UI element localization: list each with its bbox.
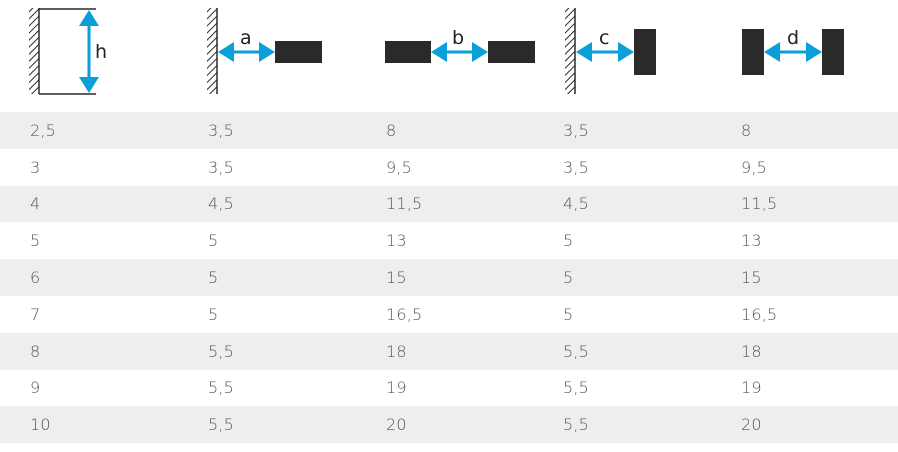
distance-a-letter: a <box>240 27 252 49</box>
cell-a: 5,5 <box>208 378 235 398</box>
right-vertical-block <box>822 29 844 75</box>
cell-c: 5 <box>563 304 574 324</box>
cell-c: 5 <box>563 231 574 251</box>
cell-b: 11,5 <box>386 194 423 214</box>
height-diagram: h <box>26 0 116 110</box>
cell-h: 5 <box>30 231 41 251</box>
distance-d-svg: d <box>742 27 844 75</box>
cell-d: 13 <box>741 231 762 251</box>
cell-c: 5,5 <box>563 341 590 361</box>
cell-b: 15 <box>386 268 407 288</box>
arrow-left <box>576 42 592 62</box>
cell-b: 8 <box>386 120 397 140</box>
cell-d: 8 <box>741 120 752 140</box>
cell-a: 3,5 <box>208 120 235 140</box>
cell-c: 5 <box>563 268 574 288</box>
distance-c-diagram: c <box>562 0 662 110</box>
wall-hatch <box>207 8 217 94</box>
cell-h: 3 <box>30 157 41 177</box>
arrow-left <box>431 42 447 62</box>
table-row: 9 5,5 19 5,5 19 <box>0 370 898 407</box>
vertical-block <box>634 29 656 75</box>
cell-d: 11,5 <box>741 194 778 214</box>
table-row: 4 4,5 11,5 4,5 11,5 <box>0 185 898 223</box>
cell-b: 20 <box>386 415 407 435</box>
left-vertical-block <box>742 29 764 75</box>
height-letter: h <box>95 41 107 63</box>
cell-b: 9,5 <box>386 157 413 177</box>
cell-h: 2,5 <box>30 120 57 140</box>
height-diagram-svg: h <box>29 8 107 95</box>
cell-c: 4,5 <box>563 194 590 214</box>
cell-h: 8 <box>30 341 41 361</box>
arrow-left <box>218 42 234 62</box>
cell-b: 18 <box>386 341 407 361</box>
distance-b-svg: b <box>385 27 535 63</box>
cell-a: 5 <box>208 231 219 251</box>
cell-d: 15 <box>741 268 762 288</box>
table-row: 3 3,5 9,5 3,5 9,5 <box>0 149 898 186</box>
cell-a: 4,5 <box>208 194 235 214</box>
arrow-right <box>806 42 822 62</box>
arrow-right <box>618 42 634 62</box>
arrow-right <box>472 42 488 62</box>
table-row: 7 5 16,5 5 16,5 <box>0 296 898 333</box>
cell-a: 5 <box>208 268 219 288</box>
distance-c-svg: c <box>565 8 656 94</box>
table-row: 10 5,5 20 5,5 20 <box>0 406 898 444</box>
cell-a: 3,5 <box>208 157 235 177</box>
table-row: 2,5 3,5 8 3,5 8 <box>0 112 898 149</box>
right-block <box>488 41 535 63</box>
cell-b: 13 <box>386 231 407 251</box>
cell-c: 3,5 <box>563 120 590 140</box>
cell-h: 4 <box>30 194 41 214</box>
arrow-right <box>259 42 275 62</box>
cell-c: 3,5 <box>563 157 590 177</box>
cell-h: 6 <box>30 268 41 288</box>
wall-hatch <box>29 8 39 94</box>
block <box>275 41 322 63</box>
cell-b: 16,5 <box>386 304 423 324</box>
diagram-header: h a b <box>0 0 898 110</box>
distance-b-diagram: b <box>384 0 536 110</box>
wall-hatch <box>565 8 575 94</box>
distance-a-svg: a <box>207 8 322 94</box>
cell-c: 5,5 <box>563 415 590 435</box>
cell-b: 19 <box>386 378 407 398</box>
cell-a: 5 <box>208 304 219 324</box>
cell-h: 10 <box>30 415 51 435</box>
table-row: 5 5 13 5 13 <box>0 222 898 259</box>
distance-c-letter: c <box>599 27 609 49</box>
cell-a: 5,5 <box>208 415 235 435</box>
arrow-left <box>764 42 780 62</box>
cell-d: 18 <box>741 341 762 361</box>
table-row: 6 5 15 5 15 <box>0 259 898 296</box>
cell-h: 9 <box>30 378 41 398</box>
height-arrow-top <box>79 10 99 26</box>
cell-d: 20 <box>741 415 762 435</box>
distance-d-diagram: d <box>742 0 852 110</box>
cell-c: 5,5 <box>563 378 590 398</box>
cell-h: 7 <box>30 304 41 324</box>
cell-d: 16,5 <box>741 304 778 324</box>
distance-a-diagram: a <box>204 0 334 110</box>
cell-d: 19 <box>741 378 762 398</box>
distance-b-letter: b <box>452 27 464 49</box>
spacing-table: 2,5 3,5 8 3,5 8 3 3,5 9,5 3,5 9,5 4 4,5 … <box>0 112 898 444</box>
left-block <box>385 41 431 63</box>
cell-d: 9,5 <box>741 157 768 177</box>
distance-d-letter: d <box>787 27 799 49</box>
cell-a: 5,5 <box>208 341 235 361</box>
table-row: 8 5,5 18 5,5 18 <box>0 332 898 370</box>
height-arrow-bottom <box>79 77 99 93</box>
